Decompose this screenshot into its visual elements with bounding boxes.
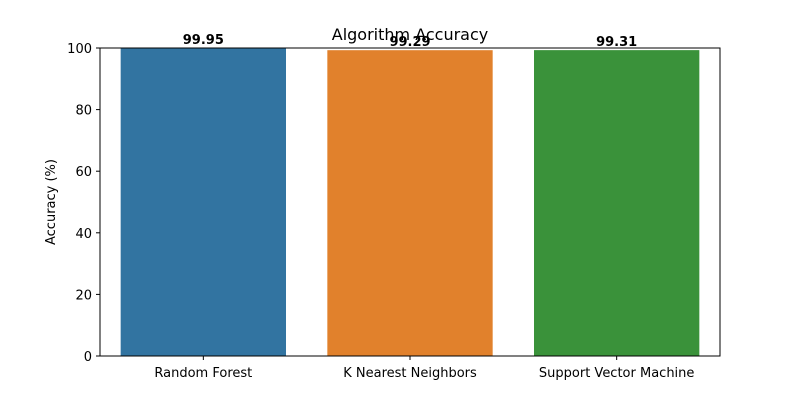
bar-value-label: 99.95 bbox=[183, 33, 224, 48]
y-axis-label: Accuracy (%) bbox=[44, 159, 59, 245]
y-axis-ticks: 0 20 40 60 80 100 bbox=[67, 42, 100, 365]
chart-title: Algorithm Accuracy bbox=[332, 25, 489, 44]
x-tick-label: Support Vector Machine bbox=[539, 366, 695, 381]
bar-support-vector-machine bbox=[534, 50, 700, 357]
bar-value-label: 99.31 bbox=[596, 35, 637, 50]
y-tick-label: 20 bbox=[75, 288, 92, 303]
x-tick-label: Random Forest bbox=[154, 366, 252, 381]
bar-value-label: 99.29 bbox=[389, 35, 430, 50]
y-tick-label: 0 bbox=[84, 350, 92, 365]
y-tick-label: 60 bbox=[75, 165, 92, 180]
y-tick-label: 40 bbox=[75, 227, 92, 242]
bar-group bbox=[120, 48, 700, 357]
x-axis-ticks: Random Forest K Nearest Neighbors Support … bbox=[154, 356, 694, 381]
x-tick-label: K Nearest Neighbors bbox=[343, 366, 477, 381]
bar-value-labels: 99.95 99.29 99.31 bbox=[183, 33, 637, 50]
plot-frame bbox=[99, 47, 721, 357]
y-tick-label: 80 bbox=[75, 104, 92, 119]
bar-random-forest bbox=[120, 48, 287, 357]
bar-k-nearest-neighbors bbox=[327, 50, 493, 356]
y-tick-label: 100 bbox=[67, 42, 92, 57]
